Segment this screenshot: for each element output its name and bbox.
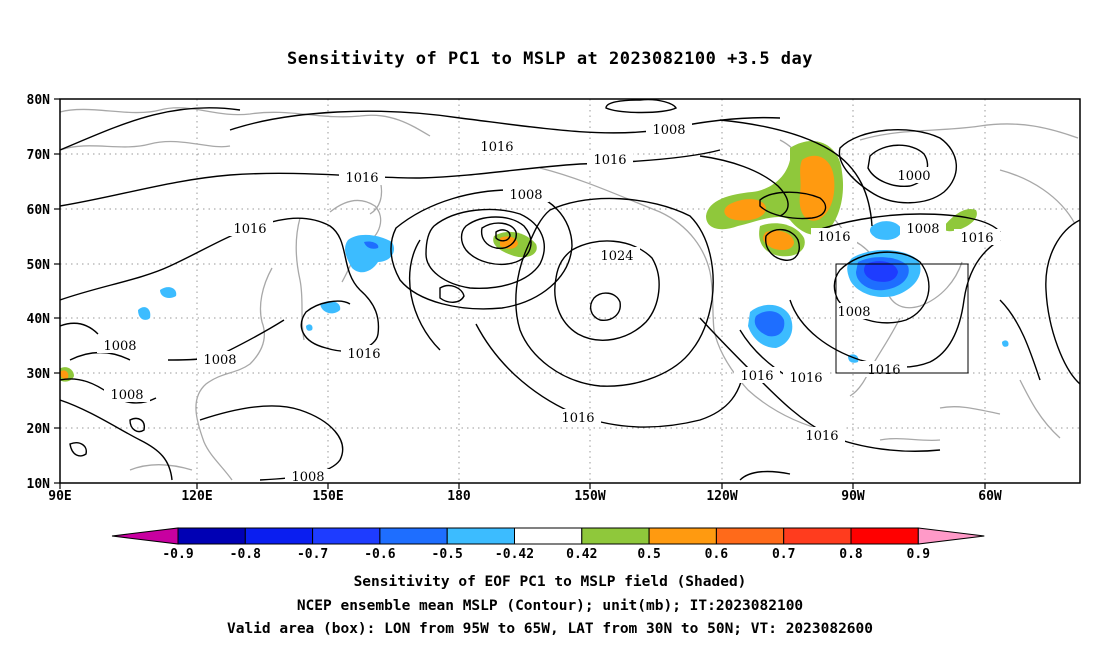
caption-contour: NCEP ensemble mean MSLP (Contour); unit(… xyxy=(296,598,804,614)
contour-label: 1016 xyxy=(561,411,594,426)
contour-label: 1008 xyxy=(110,388,143,403)
colorbar-label: 0.9 xyxy=(907,547,930,562)
colorbar-label: 0.7 xyxy=(772,547,795,562)
colorbar-cell xyxy=(379,527,448,545)
colorbar-label: -0.7 xyxy=(297,547,328,562)
colorbar-label: 0.8 xyxy=(839,547,863,562)
colorbar-label: -0.9 xyxy=(162,547,193,562)
colorbar-cell xyxy=(514,527,583,545)
colorbar-cell xyxy=(244,527,314,545)
colorbar-cell xyxy=(783,527,852,545)
contour-label: 1016 xyxy=(805,429,838,444)
contour-label: 1016 xyxy=(233,222,266,237)
lon-tick-label: 150W xyxy=(574,489,605,504)
colorbar-cell xyxy=(177,527,246,545)
colorbar-cell xyxy=(581,527,650,545)
lat-tick-label: 10N xyxy=(27,477,51,492)
contour-label: 1008 xyxy=(906,222,939,237)
colorbar-label: -0.42 xyxy=(495,547,534,562)
contour-labels: 1008 1016 1016 1016 1008 1016 1008 1024 … xyxy=(97,121,1000,485)
colorbar-cap-low xyxy=(111,527,179,545)
contour-label: 1016 xyxy=(593,153,626,168)
colorbar-label: 0.42 xyxy=(566,547,597,562)
lon-tick-label: 150E xyxy=(312,489,343,504)
colorbar-cell xyxy=(715,527,785,545)
contour-label: 1016 xyxy=(960,231,993,246)
colorbar-cell xyxy=(446,527,516,545)
colorbar-label: -0.8 xyxy=(230,547,261,562)
lon-tick-label: 60W xyxy=(978,489,1002,504)
contour-label: 1008 xyxy=(103,339,136,354)
lat-tick-label: 50N xyxy=(27,258,51,273)
lat-tick-labels: 80N 70N 60N 50N 40N 30N 20N 10N xyxy=(27,93,51,492)
lon-tick-label: 120W xyxy=(706,489,737,504)
colorbar-label: 0.5 xyxy=(637,547,660,562)
caption-valid-area: Valid area (box): LON from 95W to 65W, L… xyxy=(226,621,873,637)
contour-label: 1016 xyxy=(480,140,513,155)
map-frame xyxy=(59,98,1081,484)
contour-label: 1000 xyxy=(897,169,930,184)
contour-label: 1016 xyxy=(817,230,850,245)
colorbar-label: -0.6 xyxy=(364,547,395,562)
lon-tick-labels: 90E 120E 150E 180 150W 120W 90W 60W xyxy=(48,489,1002,504)
valid-area-box xyxy=(835,263,969,374)
colorbar xyxy=(111,527,985,545)
sensitivity-shading xyxy=(60,141,1009,382)
map-title: Sensitivity of PC1 to MSLP at 2023082100… xyxy=(286,49,813,69)
colorbar-cap-high xyxy=(917,527,985,545)
lat-tick-label: 80N xyxy=(27,93,51,108)
lat-tick-label: 70N xyxy=(27,148,51,163)
contour-label: 1024 xyxy=(600,249,633,264)
lon-tick-label: 120E xyxy=(181,489,212,504)
lat-tick-label: 40N xyxy=(27,312,51,327)
colorbar-cell xyxy=(648,527,717,545)
contour-label: 1008 xyxy=(837,305,870,320)
contour-label: 1008 xyxy=(509,188,542,203)
colorbar-label: 0.6 xyxy=(705,547,729,562)
contour-label: 1016 xyxy=(867,363,900,378)
lat-tick-label: 30N xyxy=(27,367,51,382)
contour-label: 1008 xyxy=(652,123,685,138)
contour-label: 1008 xyxy=(203,353,236,368)
lon-tick-label: 90E xyxy=(48,489,71,504)
contour-label: 1016 xyxy=(345,171,378,186)
lon-tick-label: 180 xyxy=(447,489,471,504)
lon-tick-label: 90W xyxy=(841,489,865,504)
contour-label: 1016 xyxy=(789,371,822,386)
colorbar-cell xyxy=(312,527,381,545)
contour-label: 1008 xyxy=(291,470,324,485)
caption-shading: Sensitivity of EOF PC1 to MSLP field (Sh… xyxy=(353,574,747,590)
colorbar-cell xyxy=(850,527,919,545)
contour-label: 1016 xyxy=(347,347,380,362)
contour-label: 1016 xyxy=(740,369,773,384)
colorbar-labels: -0.9 -0.8 -0.7 -0.6 -0.5 -0.42 0.42 0.5 0.6 0.7 0.… xyxy=(162,547,930,562)
lat-tick-label: 60N xyxy=(27,203,51,218)
colorbar-label: -0.5 xyxy=(432,547,463,562)
lat-tick-label: 20N xyxy=(27,422,51,437)
